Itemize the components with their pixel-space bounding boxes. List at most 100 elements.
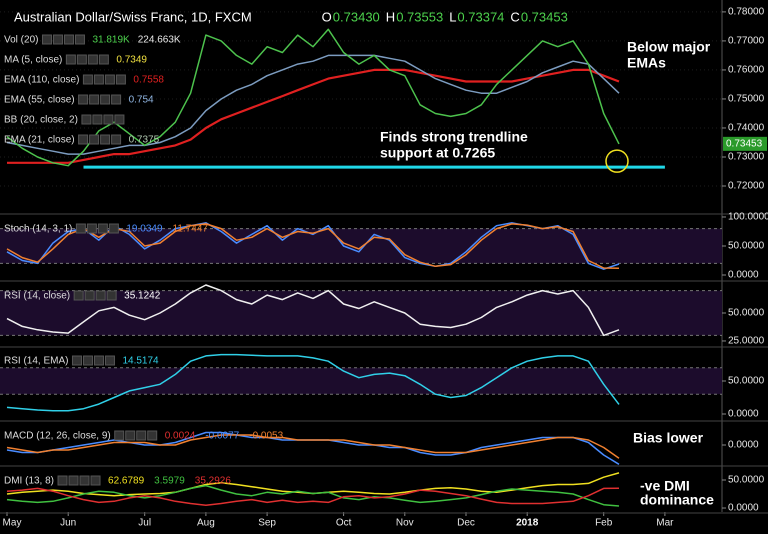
- x-tick-label: Oct: [336, 518, 352, 529]
- indicator-button: [87, 54, 98, 65]
- y-tick-label: 0.78000: [728, 7, 765, 18]
- ohlc-value: 0.73430: [333, 9, 380, 24]
- x-tick-label: Nov: [396, 518, 414, 529]
- indicator-name: EMA (55, close): [4, 95, 75, 106]
- ohlc-value: 0.73374: [457, 9, 504, 24]
- indicator-button: [103, 114, 114, 125]
- x-tick-label: May: [3, 518, 22, 529]
- indicator-button: [52, 34, 63, 45]
- indicator-readout: 3.5979: [154, 476, 185, 487]
- indicator-name: Stoch (14, 3, 1): [4, 224, 72, 235]
- y-tick-label: 50.0000: [728, 475, 765, 486]
- chart-title: Australian Dollar/Swiss Franc, 1D, FXCM: [14, 9, 252, 24]
- indicator-name: RSI (14, close): [4, 291, 70, 302]
- y-tick-label: 0.0000: [728, 503, 759, 514]
- series-line: [6, 284, 620, 337]
- indicator-button: [57, 475, 68, 486]
- indicator-name: MACD (12, 26, close, 9): [4, 431, 111, 442]
- y-tick-label: 0.75000: [728, 94, 765, 105]
- indicator-button: [63, 34, 74, 45]
- y-tick-label: 0.0000: [728, 270, 759, 281]
- indicator-button: [104, 355, 115, 366]
- indicator-button: [65, 54, 76, 65]
- indicator-readout: 62.6789: [108, 476, 145, 487]
- level-band: [0, 367, 722, 395]
- indicator-button: [111, 94, 122, 105]
- x-tick-label: Dec: [457, 518, 475, 529]
- x-tick-label: Jun: [60, 518, 76, 529]
- indicator-name: BB (20, close, 2): [4, 115, 78, 126]
- indicator-name: RSI (14, EMA): [4, 356, 68, 367]
- y-tick-label: 50.0000: [728, 308, 765, 319]
- annotation: Bias lower: [633, 430, 704, 446]
- indicator-button: [89, 94, 100, 105]
- y-tick-label: 0.0000: [728, 409, 759, 420]
- indicator-readout: -0.0077: [205, 431, 239, 442]
- annotation: Finds strong trendline: [380, 129, 528, 145]
- indicator-button: [78, 94, 89, 105]
- indicator-readout: 35.1242: [124, 291, 161, 302]
- indicator-button: [75, 223, 86, 234]
- x-tick-label: Jul: [138, 518, 151, 529]
- indicator-button: [136, 430, 147, 441]
- ohlc-key: L: [449, 9, 456, 24]
- indicator-name: EMA (110, close): [4, 75, 79, 86]
- last-price-label: 0.73453: [726, 138, 763, 149]
- indicator-button: [81, 114, 92, 125]
- y-tick-label: 0.0000: [728, 440, 759, 451]
- series-line: [6, 54, 620, 155]
- x-tick-label: Aug: [197, 518, 215, 529]
- annotation: -ve DMI: [640, 478, 690, 494]
- x-tick-label: Mar: [656, 518, 674, 529]
- indicator-button: [108, 223, 119, 234]
- level-band: [0, 228, 722, 264]
- indicator-button: [90, 475, 101, 486]
- indicator-button: [73, 290, 84, 301]
- indicator-readout: 31.819K: [92, 35, 130, 46]
- indicator-button: [114, 114, 125, 125]
- y-tick-label: 0.76000: [728, 65, 765, 76]
- annotation: EMAs: [627, 55, 666, 71]
- y-tick-label: 0.72000: [728, 181, 765, 192]
- annotation: Below major: [627, 39, 711, 55]
- highlight-circle: [605, 149, 629, 173]
- indicator-button: [71, 355, 82, 366]
- indicator-button: [89, 134, 100, 145]
- indicator-readout: 0.754: [129, 95, 154, 106]
- series-line: [7, 68, 620, 164]
- indicator-button: [125, 430, 136, 441]
- y-tick-label: 0.74000: [728, 123, 765, 134]
- y-tick-label: 0.77000: [728, 36, 765, 47]
- annotation: support at 0.7265: [380, 145, 495, 161]
- series-line: [6, 434, 620, 459]
- x-tick-label: 2018: [516, 518, 539, 529]
- indicator-readout: -0.0053: [249, 431, 283, 442]
- indicator-button: [79, 475, 90, 486]
- ohlc-value: 0.73453: [521, 9, 568, 24]
- annotation: dominance: [640, 492, 714, 508]
- indicator-name: Vol (20): [4, 35, 38, 46]
- indicator-readout: 14.5174: [122, 356, 159, 367]
- indicator-button: [93, 74, 104, 85]
- indicator-readout: 0.7558: [133, 75, 164, 86]
- indicator-button: [95, 290, 106, 301]
- indicator-name: EMA (21, close): [4, 135, 75, 146]
- series-line: [6, 28, 620, 167]
- series-line: [6, 487, 620, 506]
- indicator-button: [82, 355, 93, 366]
- indicator-readout: 0.0024: [165, 431, 196, 442]
- indicator-button: [104, 74, 115, 85]
- indicator-button: [97, 223, 108, 234]
- indicator-button: [98, 54, 109, 65]
- level-band: [0, 290, 722, 336]
- indicator-button: [78, 134, 89, 145]
- indicator-button: [115, 74, 126, 85]
- indicator-readout: 0.7375: [129, 135, 160, 146]
- y-tick-label: 25.0000: [728, 336, 765, 347]
- indicator-readout: 35.2926: [195, 476, 232, 487]
- indicator-button: [100, 134, 111, 145]
- indicator-button: [86, 223, 97, 234]
